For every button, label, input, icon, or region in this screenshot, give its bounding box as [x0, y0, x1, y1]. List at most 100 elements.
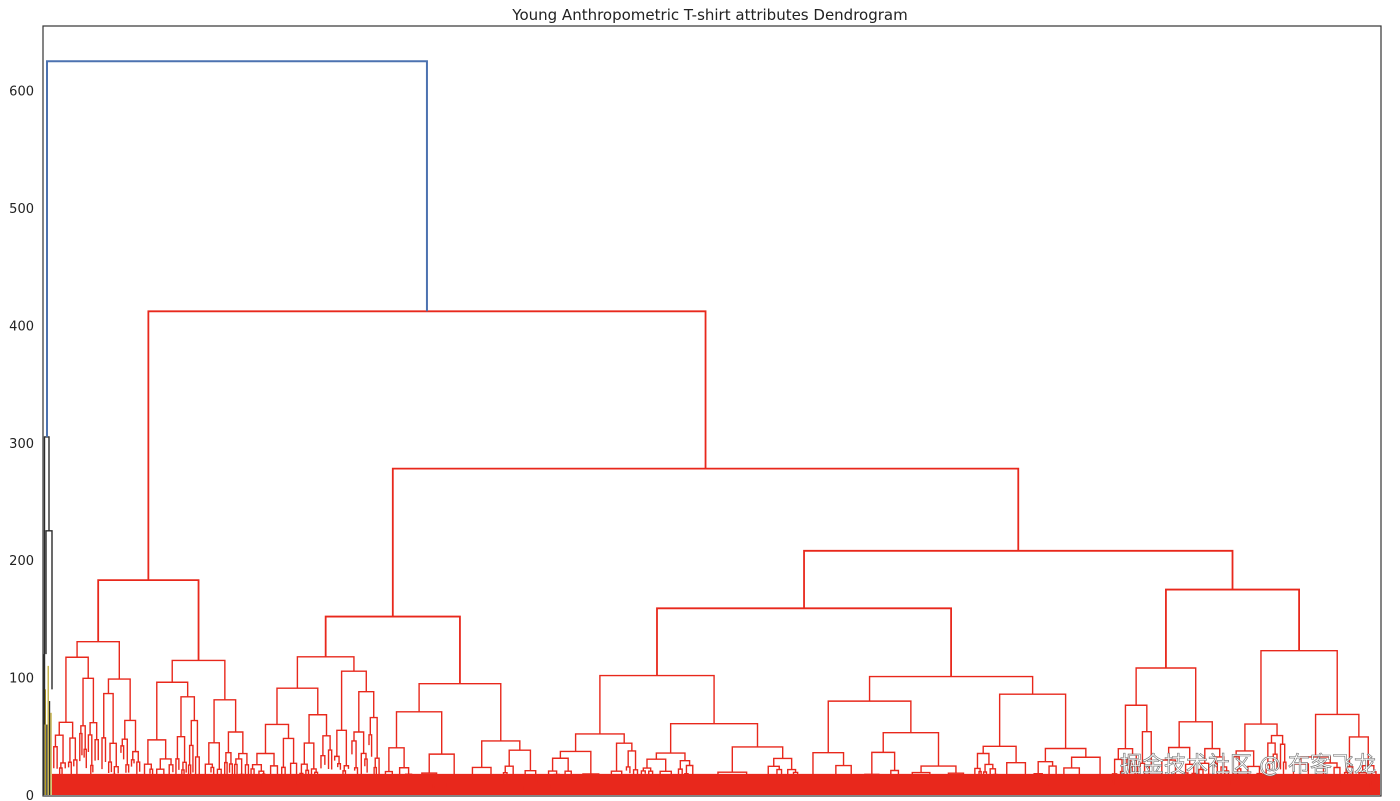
subtree-link	[233, 763, 238, 776]
subtree-link	[920, 765, 957, 774]
subtree-link	[612, 784, 618, 790]
subtree-link	[132, 750, 139, 763]
dendrogram-links	[43, 60, 1380, 795]
subtree-link	[1260, 649, 1338, 725]
subtree-link	[143, 763, 152, 777]
subtree-link	[779, 779, 784, 786]
subtree-link	[403, 782, 408, 788]
right-major-link	[391, 467, 1020, 617]
subtree-link	[107, 761, 113, 774]
subtree-link	[989, 768, 997, 780]
subtree-link	[1048, 784, 1053, 789]
subtree-link	[1037, 760, 1054, 774]
subtree-link	[1370, 771, 1377, 780]
subtree-link	[404, 773, 413, 784]
subtree-link	[175, 758, 180, 777]
subtree-link	[871, 751, 896, 775]
subtree-link	[1178, 721, 1213, 749]
subtree-link	[677, 768, 683, 781]
subtree-link	[197, 775, 202, 781]
subtree-link	[159, 758, 172, 770]
subtree-link	[124, 719, 137, 752]
right-far-link	[1165, 588, 1300, 668]
subtree-link	[83, 748, 87, 769]
subtree-link	[690, 775, 695, 785]
subtree-link	[156, 768, 165, 784]
subtree-link	[947, 772, 965, 785]
subtree-link	[1142, 777, 1147, 784]
subtree-link	[251, 763, 263, 772]
subtree-link	[125, 764, 130, 773]
subtree-link	[353, 731, 365, 754]
subtree-link	[508, 749, 532, 771]
subtree-link	[67, 761, 72, 775]
subtree-link	[1244, 777, 1252, 784]
subtree-link	[205, 780, 210, 788]
subtree-link	[216, 768, 222, 778]
y-tick-label: 0	[26, 789, 34, 801]
subtree-link	[1358, 771, 1368, 785]
subtree-link	[154, 782, 159, 787]
subtree-link	[812, 751, 845, 776]
subtree-link	[53, 746, 58, 769]
subtree-link	[171, 659, 226, 700]
subtree-link	[520, 777, 530, 785]
subtree-link	[895, 782, 902, 789]
subtree-link	[978, 770, 982, 780]
subtree-link	[508, 784, 513, 791]
subtree-link	[1119, 770, 1125, 783]
subtree-link	[548, 783, 553, 789]
subtree-link	[327, 749, 333, 770]
subtree-link	[369, 716, 378, 759]
subtree-link	[1044, 747, 1087, 762]
subtree-link	[395, 783, 400, 789]
subtree-link	[1147, 774, 1152, 786]
subtree-link	[787, 768, 797, 784]
subtree-link	[358, 691, 375, 732]
subtree-link	[269, 765, 279, 779]
subtree-link	[835, 764, 852, 779]
subtree-link	[574, 733, 625, 752]
y-tick-label: 600	[9, 85, 34, 100]
subtree-link	[804, 774, 822, 786]
subtree-link	[844, 784, 850, 790]
subtree-link	[228, 763, 234, 777]
subtree-link	[655, 752, 686, 761]
y-tick-label: 100	[9, 672, 34, 687]
subtree-link	[1219, 774, 1223, 783]
subtree-link	[360, 752, 367, 776]
subtree-link	[429, 782, 436, 786]
subtree-link	[836, 780, 842, 787]
subtree-link	[373, 766, 378, 782]
subtree-link	[337, 762, 342, 770]
subtree-link	[281, 766, 286, 777]
middle-group-link	[324, 615, 461, 684]
subtree-link	[1319, 781, 1324, 789]
subtree-link	[382, 782, 389, 790]
subtree-link	[422, 783, 428, 788]
subtree-link	[845, 777, 857, 786]
subtree-link	[1113, 758, 1123, 774]
subtree-link	[827, 700, 912, 753]
subtree-link	[333, 755, 340, 764]
subtree-link	[868, 675, 1034, 702]
subtree-link	[1046, 776, 1052, 786]
subtree-link	[168, 764, 174, 779]
subtree-link	[1128, 763, 1133, 774]
subtree-link	[1186, 775, 1190, 785]
subtree-link	[156, 681, 189, 740]
subtree-link	[190, 719, 199, 757]
subtree-link	[625, 766, 631, 774]
subtree-link	[60, 762, 66, 769]
subtree-link	[1293, 783, 1300, 788]
subtree-link	[310, 768, 317, 776]
subtree-link	[390, 778, 395, 788]
subtree-link	[58, 767, 63, 778]
subtree-link	[76, 640, 120, 680]
subtree-link	[1362, 764, 1375, 773]
subtree-link	[456, 781, 463, 789]
subtree-link	[305, 769, 310, 782]
subtree-link	[454, 782, 460, 789]
subtree-link	[599, 674, 715, 734]
